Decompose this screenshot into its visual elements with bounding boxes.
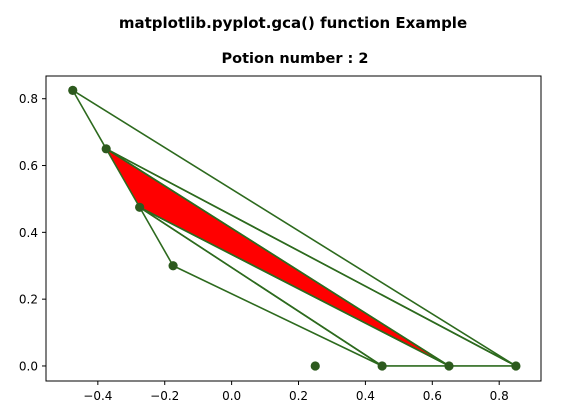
y-axis-ticks: 0.0 0.2 0.4 0.6 0.8	[19, 92, 46, 373]
data-point-6	[377, 361, 387, 371]
x-tick-label: 0.8	[490, 389, 509, 403]
x-tick-label: 0.2	[289, 389, 308, 403]
y-tick-label: 0.0	[19, 359, 38, 373]
axes-title: Potion number : 2	[222, 51, 369, 67]
x-axis-ticks: −0.4 −0.2 0.0 0.2 0.4 0.6 0.8	[83, 381, 509, 403]
data-point-5	[310, 361, 320, 371]
figure-suptitle: matplotlib.pyplot.gca() function Example	[119, 14, 467, 32]
x-tick-label: 0.4	[356, 389, 375, 403]
x-tick-label: −0.4	[83, 389, 112, 403]
y-tick-label: 0.2	[19, 293, 38, 307]
y-tick-label: 0.8	[19, 92, 38, 106]
data-point-3	[135, 202, 145, 212]
triangle-3	[105, 148, 517, 367]
data-point-7	[444, 361, 454, 371]
x-tick-label: −0.2	[150, 389, 179, 403]
plot-area	[68, 85, 521, 371]
points-layer	[68, 85, 521, 371]
triangle-5	[138, 206, 383, 367]
data-point-4	[168, 261, 178, 271]
axes-frame	[45, 75, 542, 382]
data-point-2	[101, 144, 111, 154]
y-tick-label: 0.4	[19, 226, 38, 240]
y-tick-label: 0.6	[19, 159, 38, 173]
x-tick-label: 0.0	[222, 389, 241, 403]
x-tick-label: 0.6	[423, 389, 442, 403]
data-point-1	[68, 85, 78, 95]
triangles-layer	[71, 89, 517, 367]
data-point-8	[511, 361, 521, 371]
